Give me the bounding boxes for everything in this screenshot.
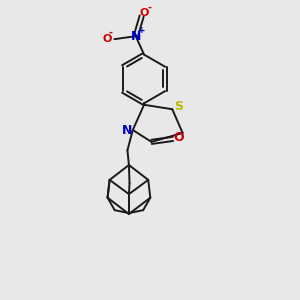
- Text: O: O: [173, 131, 184, 144]
- Text: S: S: [174, 100, 183, 113]
- Text: O: O: [103, 34, 112, 44]
- Text: N: N: [122, 124, 133, 136]
- Text: N: N: [130, 30, 141, 43]
- Text: +: +: [139, 26, 146, 35]
- Text: -: -: [108, 28, 112, 38]
- Text: O: O: [140, 8, 149, 18]
- Text: -: -: [148, 3, 152, 13]
